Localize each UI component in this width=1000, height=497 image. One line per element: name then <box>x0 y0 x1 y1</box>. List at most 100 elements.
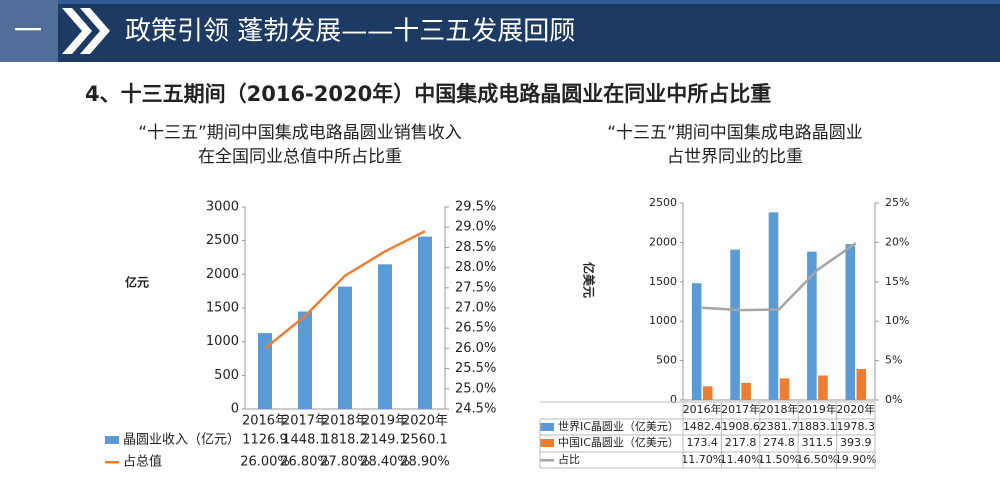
x-tick-label: 2018年 <box>322 414 368 429</box>
y2-tick-label: 29.5% <box>455 200 496 215</box>
bar <box>258 333 272 409</box>
y2-tick-label: 25.0% <box>455 381 496 396</box>
table-value: 2149.1 <box>362 433 408 448</box>
y-tick-label: 0 <box>231 402 239 417</box>
bar <box>779 378 790 400</box>
y-tick-label: 2500 <box>649 196 677 209</box>
table-value: 1448.1 <box>282 433 328 448</box>
y2-tick-label: 27.0% <box>455 301 496 316</box>
legend-key <box>105 436 119 444</box>
y2-tick-label: 5% <box>885 354 902 367</box>
x-tick-label: 2017年 <box>721 402 760 416</box>
table-value: 1126.9 <box>242 433 288 448</box>
legend-label: 占比 <box>558 452 580 466</box>
bar <box>702 386 713 400</box>
header-top-strip <box>0 0 1000 4</box>
y-tick-label: 1000 <box>649 314 677 327</box>
table-value: 274.8 <box>763 436 795 449</box>
bar <box>741 382 751 400</box>
x-tick-label: 2019年 <box>798 402 837 416</box>
chart-title: 占世界同业的比重 <box>667 147 803 167</box>
line-series <box>702 242 857 312</box>
y2-tick-label: 24.5% <box>455 402 496 417</box>
y-tick-label: 1500 <box>206 301 239 316</box>
legend-label: 世界IC晶圆业（亿美元） <box>558 420 679 433</box>
y-tick-label: 0 <box>670 393 677 406</box>
y2-tick-label: 28.0% <box>455 260 496 275</box>
table-value: 28.40% <box>360 455 410 470</box>
bar <box>378 264 392 409</box>
y2-tick-label: 20% <box>885 235 909 248</box>
table-value: 16.50% <box>796 453 838 466</box>
table-value: 1978.3 <box>837 420 876 433</box>
y-tick-label: 500 <box>214 368 239 383</box>
y-tick-label: 2500 <box>206 233 239 248</box>
table-value: 26.00% <box>240 455 290 470</box>
legend-key <box>540 439 554 447</box>
line-series <box>264 230 426 350</box>
table-value: 11.50% <box>758 453 800 466</box>
y-axis-label: 亿元 <box>125 275 149 290</box>
slide-subtitle: 4、十三五期间（2016-2020年）中国集成电路晶圆业在同业中所占比重 <box>85 82 771 106</box>
table-value: 11.40% <box>720 453 762 466</box>
bar <box>298 311 312 409</box>
chevrons <box>62 8 110 54</box>
header-band <box>0 0 1000 62</box>
legend-label: 晶圆业收入（亿元） <box>123 433 240 448</box>
y-axis-label: 亿美元 <box>582 262 597 298</box>
table-value: 19.90% <box>835 453 877 466</box>
chart-title: 在全国同业总值中所占比重 <box>198 147 402 167</box>
y2-tick-label: 29.0% <box>455 220 496 235</box>
x-tick-label: 2019年 <box>362 414 408 429</box>
y2-tick-label: 28.5% <box>455 240 496 255</box>
chart-title: “十三五”期间中国集成电路晶圆业 <box>607 123 863 143</box>
x-tick-label: 2016年 <box>683 402 722 416</box>
x-tick-label: 2020年 <box>836 402 875 416</box>
section-number: 一 <box>14 14 42 47</box>
x-tick-label: 2017年 <box>282 414 328 429</box>
y-tick-label: 1000 <box>206 334 239 349</box>
x-tick-label: 2018年 <box>760 402 799 416</box>
y-tick-label: 500 <box>656 354 677 367</box>
bar <box>730 249 740 400</box>
legend-label: 占总值 <box>123 454 162 470</box>
bar <box>418 236 432 409</box>
y2-tick-label: 15% <box>885 275 909 288</box>
chart-title: “十三五”期间中国集成电路晶圆业销售收入 <box>138 123 462 143</box>
y-tick-label: 2000 <box>649 235 677 248</box>
legend-key <box>540 423 554 431</box>
table-value: 26.80% <box>280 455 330 470</box>
table-value: 2560.1 <box>402 433 448 448</box>
bar <box>856 368 867 400</box>
y-tick-label: 1500 <box>649 275 677 288</box>
y2-tick-label: 26.5% <box>455 321 496 336</box>
bar <box>807 251 817 400</box>
bar <box>845 244 856 400</box>
bar <box>691 283 702 400</box>
section-box <box>0 0 58 62</box>
table-value: 173.4 <box>686 436 718 449</box>
legend-key <box>105 461 119 464</box>
table-value: 2381.7 <box>760 420 799 433</box>
table-value: 1818.2 <box>322 433 368 448</box>
x-tick-label: 2016年 <box>242 414 288 429</box>
bar <box>768 212 779 400</box>
legend-key <box>540 459 554 462</box>
table-value: 1883.1 <box>798 420 837 433</box>
bar <box>818 375 828 400</box>
y2-tick-label: 0% <box>885 393 902 406</box>
table-value: 27.80% <box>320 455 370 470</box>
table-value: 393.9 <box>840 436 872 449</box>
y2-tick-label: 10% <box>885 314 909 327</box>
legend-label: 中国IC晶圆业（亿美元） <box>558 436 679 449</box>
table-value: 1482.4 <box>683 420 722 433</box>
y2-tick-label: 27.5% <box>455 280 496 295</box>
y2-tick-label: 25.5% <box>455 361 496 376</box>
y-tick-label: 3000 <box>206 200 239 215</box>
table-value: 311.5 <box>802 436 834 449</box>
y2-tick-label: 26.0% <box>455 341 496 356</box>
table-value: 28.90% <box>400 455 450 470</box>
y-tick-label: 2000 <box>206 267 239 282</box>
bar <box>338 286 352 409</box>
